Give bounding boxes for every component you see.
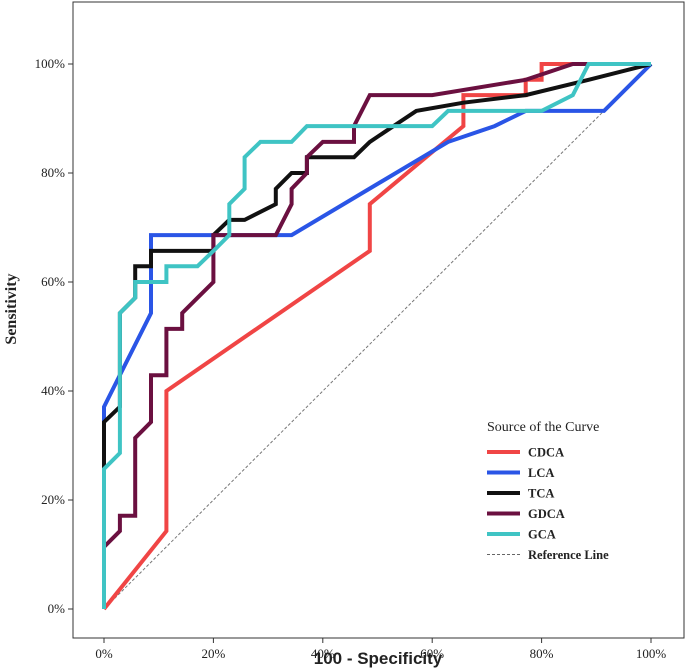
legend-label-reference-line: Reference Line <box>528 548 609 562</box>
y-axis-title: Sensitivity <box>3 273 20 344</box>
y-tick-label: 0% <box>48 601 66 616</box>
x-tick-label: 80% <box>530 646 554 661</box>
legend-title: Source of the Curve <box>487 420 599 435</box>
legend-label-tca: TCA <box>528 487 554 501</box>
roc-curve-lca <box>102 62 653 609</box>
roc-curve-gca <box>102 62 651 609</box>
x-tick-label: 40% <box>311 646 335 661</box>
x-tick-label: 20% <box>201 646 225 661</box>
roc-curve-gdca <box>102 62 651 609</box>
x-tick-label: 0% <box>95 646 113 661</box>
reference-line <box>103 63 652 610</box>
plot-area <box>72 1 685 639</box>
y-tick-label: 100% <box>35 56 66 71</box>
y-tick-label: 40% <box>41 383 65 398</box>
legend-label-gca: GCA <box>528 528 556 542</box>
y-tick-label: 20% <box>41 492 65 507</box>
legend-label-lca: LCA <box>528 466 554 480</box>
y-tick-label: 80% <box>41 165 65 180</box>
curve-layer <box>102 62 653 611</box>
legend-label-gdca: GDCA <box>528 507 565 521</box>
x-axis-title: 100 - Specificity <box>314 649 443 668</box>
x-tick-label: 60% <box>420 646 444 661</box>
plot-frame <box>72 1 685 639</box>
legend: Source of the Curve CDCA LCA TCA GDCA GCA Ref… <box>487 420 609 562</box>
x-tick-label: 100% <box>636 646 667 661</box>
legend-label-cdca: CDCA <box>528 446 564 460</box>
y-tick-label: 60% <box>41 274 65 289</box>
axes: 0% 0% 20% 20% 40% 40% 60% 60% 80% 80% 100% 100% <box>35 56 667 661</box>
